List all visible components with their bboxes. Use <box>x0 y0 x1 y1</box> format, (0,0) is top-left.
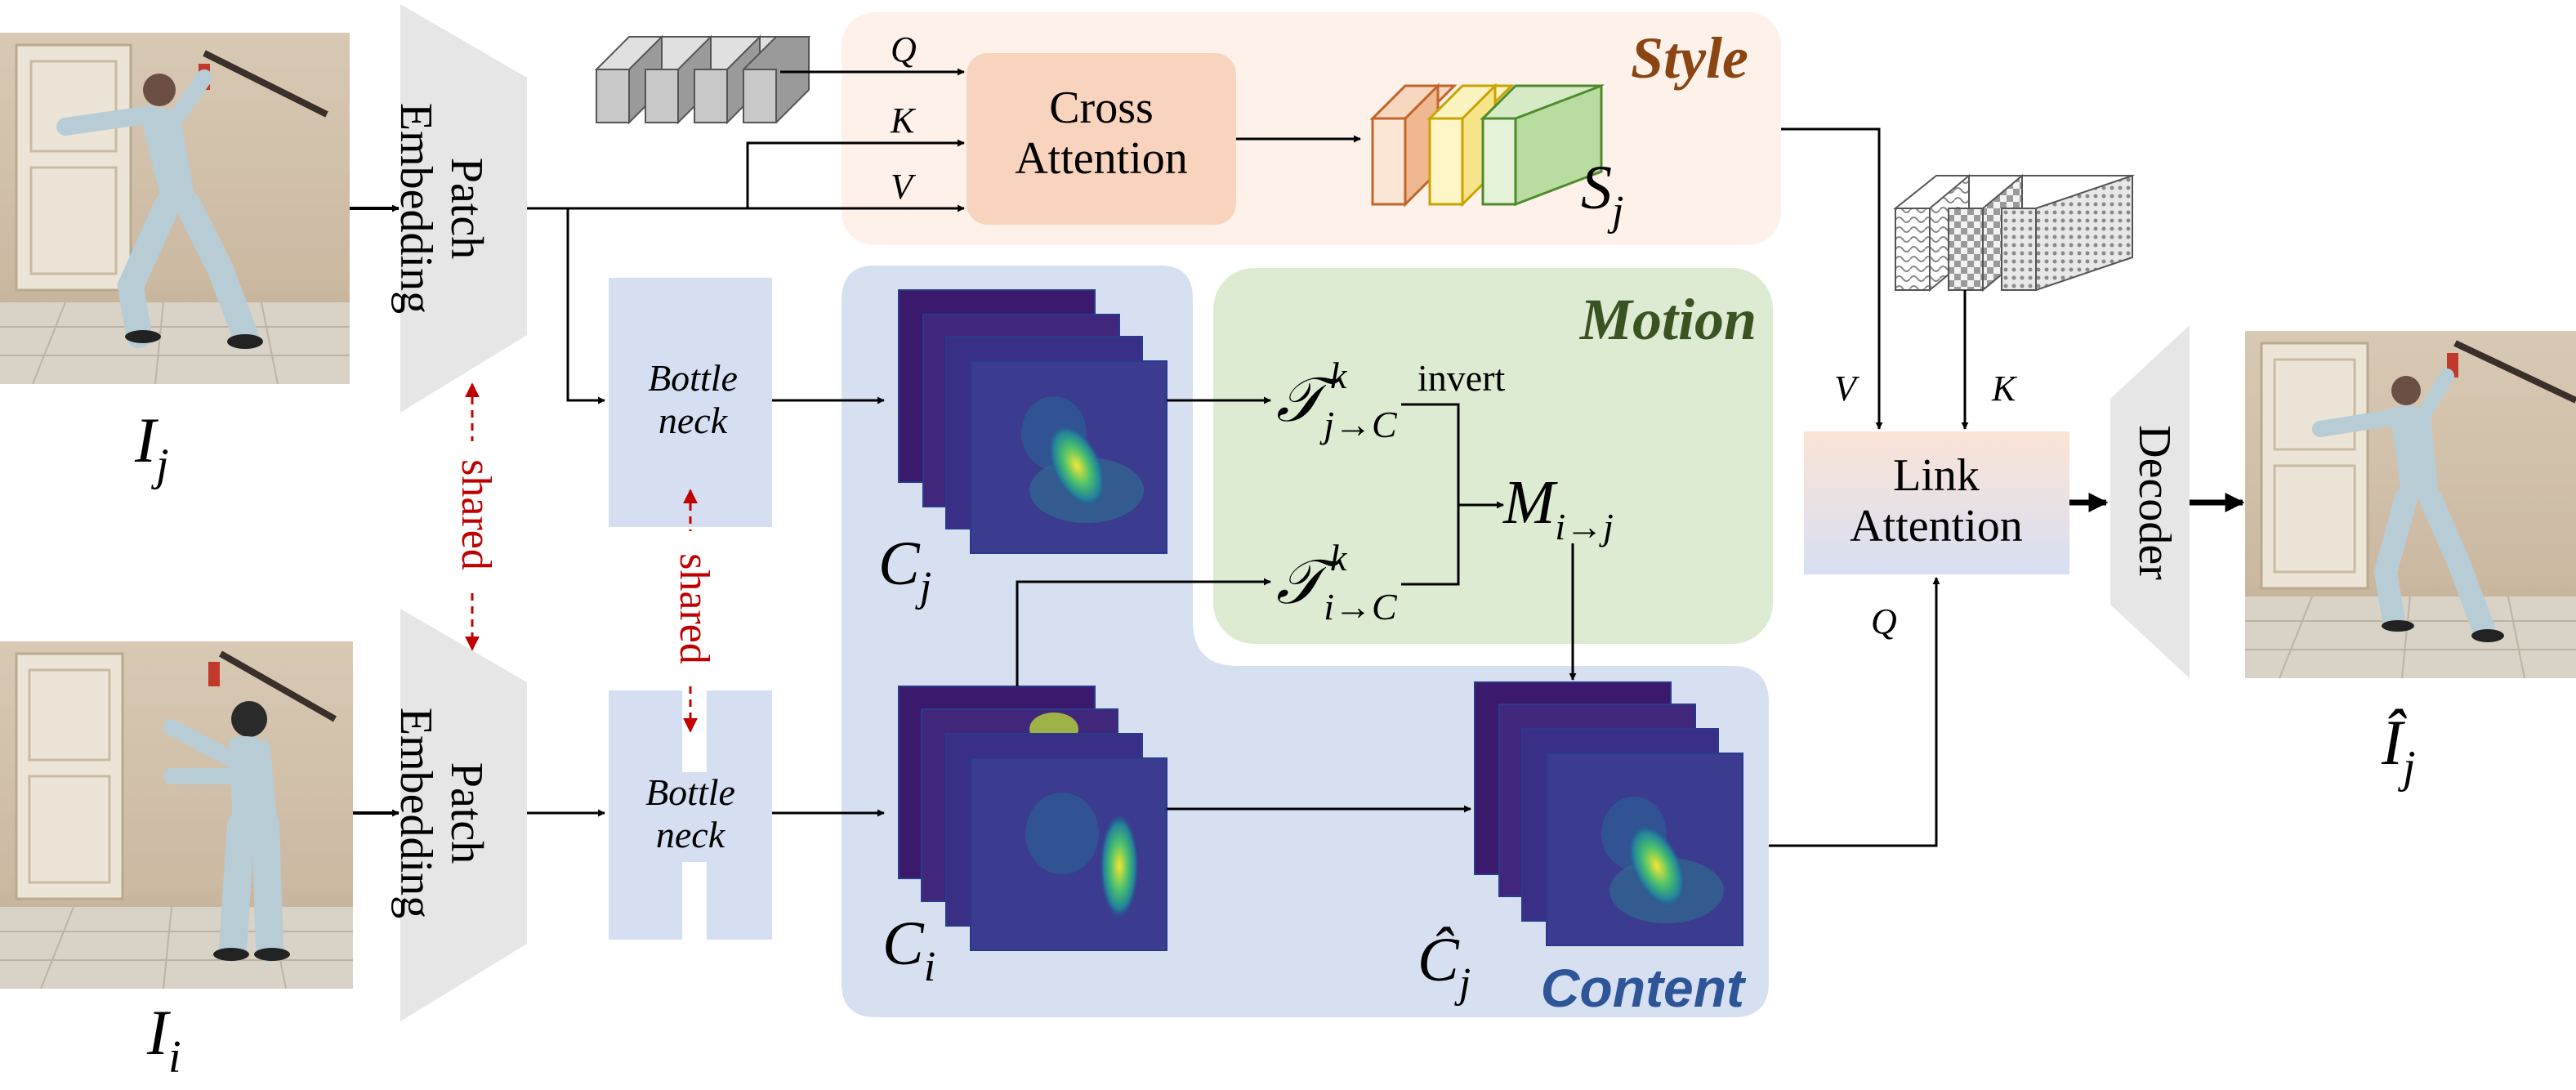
cross-q-label: Q <box>891 29 917 69</box>
t-i-superscript: k <box>1330 537 1348 579</box>
motion-title: Motion <box>1579 287 1757 352</box>
cross-k-label: K <box>890 101 917 141</box>
content-title: Content <box>1541 958 1747 1018</box>
style-tokens <box>1369 83 1605 208</box>
style-title: Style <box>1631 25 1748 91</box>
shared-patch-link: shared <box>453 382 499 651</box>
arrow-style-to-link-v <box>1781 127 1883 430</box>
invert-label: invert <box>1417 357 1506 399</box>
svg-text:Bottle: Bottle <box>645 771 735 813</box>
feature-stack-c-j <box>898 289 1167 554</box>
key-tokens <box>1893 173 2135 293</box>
feature-stack-c-hat-j <box>1474 681 1743 946</box>
c-i-label: Ci <box>882 909 935 990</box>
svg-text:Attention: Attention <box>1015 133 1188 184</box>
input-frame-i <box>0 641 353 989</box>
input-j-label: Ij <box>134 404 169 490</box>
cross-attention-block: Cross Attention <box>967 53 1236 225</box>
output-label: Îj <box>2381 707 2416 793</box>
arrow-c-i-to-t-i <box>1016 578 1271 686</box>
t-i-label: 𝒯i→C <box>1276 548 1398 628</box>
svg-text:Link: Link <box>1893 450 1980 501</box>
svg-text:Cross: Cross <box>1049 83 1154 133</box>
query-tokens <box>594 34 811 125</box>
input-frame-j <box>0 33 350 385</box>
shared-bottleneck-link: shared <box>671 489 717 733</box>
m-label: Mi→j <box>1502 468 1614 547</box>
svg-text:PatchEmbedding: PatchEmbedding <box>391 103 492 314</box>
svg-text:shared: shared <box>453 459 499 570</box>
svg-text:neck: neck <box>656 814 726 855</box>
patch-embedding-top: PatchEmbedding <box>391 4 527 413</box>
cross-v-label: V <box>891 167 917 207</box>
svg-text:PatchEmbedding: PatchEmbedding <box>391 708 492 918</box>
decoder-block: Decoder <box>2110 325 2190 678</box>
output-frame <box>2245 331 2576 679</box>
top-flow-lines <box>527 139 965 817</box>
style-tokens-label: Sj <box>1581 154 1623 235</box>
motion-panel <box>1213 268 1773 644</box>
svg-text:shared: shared <box>671 553 717 664</box>
t-j-superscript: k <box>1330 355 1348 396</box>
svg-text:Bottle: Bottle <box>648 357 738 399</box>
link-attention-block: Link Attention <box>1804 431 2069 574</box>
c-hat-j-label: Ĉj <box>1417 926 1471 1007</box>
patch-embedding-bottom: PatchEmbedding <box>391 609 527 1021</box>
feature-stack-c-i <box>898 686 1167 951</box>
svg-text:Attention: Attention <box>1850 501 2023 552</box>
svg-text:Decoder: Decoder <box>2129 425 2180 580</box>
link-v-label: V <box>1834 369 1860 409</box>
svg-text:neck: neck <box>659 400 729 441</box>
bottleneck-top: Bottle neck <box>609 278 772 527</box>
c-j-label: Cj <box>878 529 931 610</box>
arrow-c-hat-to-link-q <box>1769 577 1940 847</box>
motion-merge-lines <box>1401 403 1504 586</box>
input-i-label: Ii <box>146 997 181 1083</box>
bottleneck-bottom: Bottle neck <box>609 690 772 940</box>
link-k-label: K <box>1991 369 2018 409</box>
link-q-label: Q <box>1871 601 1897 641</box>
